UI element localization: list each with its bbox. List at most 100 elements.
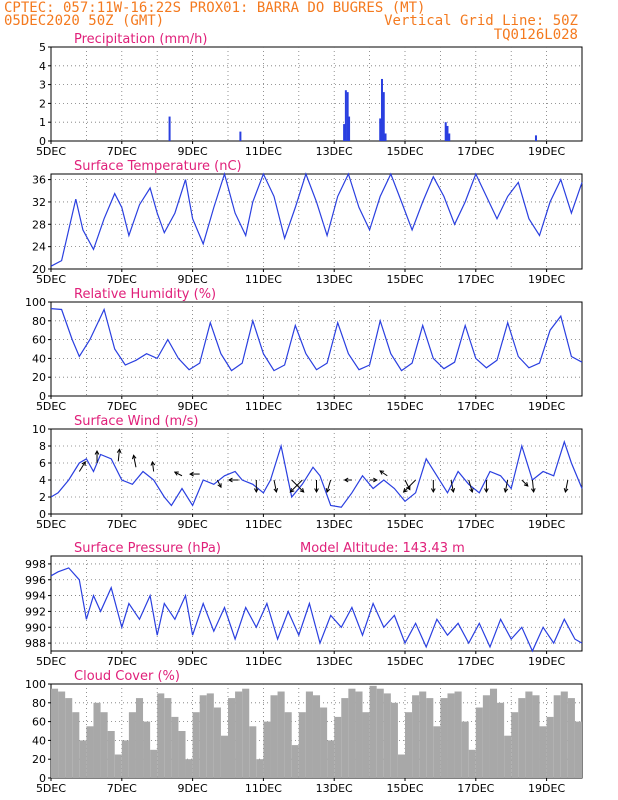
cloud-bar xyxy=(489,688,498,778)
cloud-bar xyxy=(263,721,271,778)
panel-title: Precipitation (mm/h) xyxy=(74,32,207,47)
y-tick-label: 80 xyxy=(32,697,46,710)
wind-vector xyxy=(530,479,536,494)
x-tick-label: 5DEC xyxy=(36,782,66,795)
panel-3: 0 20 40 60 80 100 5DEC 7DEC 9DEC 11DEC 13DEC 15DEC 1… xyxy=(25,287,583,413)
cloud-bar xyxy=(86,726,94,778)
cloud-bar xyxy=(171,716,179,778)
x-tick-label: 17DEC xyxy=(457,273,494,286)
cloud-bar xyxy=(482,695,490,778)
cloud-bar xyxy=(553,695,561,778)
y-tick-label: 0 xyxy=(39,390,46,403)
precip-bar xyxy=(534,135,537,141)
cloud-bar xyxy=(157,693,165,778)
x-tick-label: 7DEC xyxy=(107,273,137,286)
precip-bar xyxy=(239,131,242,141)
wind-vector xyxy=(94,449,100,463)
x-tick-label: 13DEC xyxy=(316,145,353,158)
y-tick-label: 994 xyxy=(25,590,46,603)
y-tick-label: 2 xyxy=(39,491,46,504)
precip-bar xyxy=(344,90,347,141)
cloud-bar xyxy=(121,740,129,778)
y-tick-label: 2 xyxy=(39,97,46,110)
y-tick-label: 24 xyxy=(32,241,46,254)
x-tick-label: 13DEC xyxy=(316,518,353,531)
y-tick-label: 992 xyxy=(25,605,46,618)
cloud-bar xyxy=(433,726,441,778)
wind-vector xyxy=(173,471,183,477)
cloud-bar xyxy=(270,695,278,778)
cloud-bar xyxy=(383,693,391,778)
y-tick-label: 0 xyxy=(39,772,46,785)
header-model-code: TQ0126L028 xyxy=(494,27,578,43)
wind-vector xyxy=(253,480,259,494)
cloud-bar xyxy=(454,691,462,778)
panel-frame xyxy=(50,173,583,270)
x-tick-label: 19DEC xyxy=(528,400,565,413)
panel-title: Cloud Cover (%) xyxy=(74,669,180,684)
cloud-bar xyxy=(65,698,73,778)
y-tick-label: 28 xyxy=(32,218,46,231)
cloud-bar xyxy=(305,691,313,778)
cloud-bar xyxy=(228,698,236,778)
x-tick-label: 15DEC xyxy=(386,655,423,668)
wind-vector xyxy=(369,477,378,483)
x-tick-label: 15DEC xyxy=(386,145,423,158)
x-tick-label: 7DEC xyxy=(107,400,137,413)
x-tick-label: 13DEC xyxy=(316,655,353,668)
x-tick-label: 9DEC xyxy=(178,518,208,531)
cloud-bar xyxy=(511,712,519,778)
cloud-bar xyxy=(298,712,306,778)
cloud-bar xyxy=(440,698,448,778)
precip-bar xyxy=(380,78,383,141)
cloud-bar xyxy=(497,702,505,778)
series-line xyxy=(50,567,583,653)
cloud-bar xyxy=(419,691,427,778)
x-tick-label: 7DEC xyxy=(107,782,137,795)
wind-vector xyxy=(78,461,86,472)
cloud-bar xyxy=(426,698,434,778)
wind-vector xyxy=(343,477,352,483)
x-tick-label: 11DEC xyxy=(245,145,282,158)
y-tick-label: 996 xyxy=(25,574,46,587)
cloud-bar xyxy=(390,702,398,778)
y-tick-label: 32 xyxy=(32,196,46,209)
y-tick-label: 0 xyxy=(39,135,46,148)
panel-title: Surface Pressure (hPa) xyxy=(74,541,221,556)
precip-bar xyxy=(343,124,346,141)
y-tick-label: 80 xyxy=(32,315,46,328)
cloud-bar xyxy=(532,695,540,778)
wind-vector xyxy=(291,479,305,493)
y-tick-label: 3 xyxy=(39,79,46,92)
cloud-bar xyxy=(348,688,356,778)
precip-bar xyxy=(382,92,385,141)
x-tick-label: 19DEC xyxy=(528,145,565,158)
panels: 0 1 2 3 4 5 5DEC 7DEC 9DEC 11DEC 13DEC 15DEC 17DEC 19… xyxy=(25,32,583,795)
cloud-bar xyxy=(334,716,342,778)
x-tick-label: 11DEC xyxy=(245,273,282,286)
y-tick-label: 998 xyxy=(25,558,46,571)
cloud-bar xyxy=(72,712,80,778)
x-tick-label: 19DEC xyxy=(528,782,565,795)
wind-vector xyxy=(116,448,122,462)
x-tick-label: 7DEC xyxy=(107,518,137,531)
x-tick-label: 5DEC xyxy=(36,518,66,531)
wind-vector xyxy=(189,471,200,477)
precip-bar xyxy=(348,116,351,141)
cloud-bar xyxy=(320,707,328,778)
y-tick-label: 100 xyxy=(25,678,46,691)
cloud-bar xyxy=(192,712,200,778)
wind-vector xyxy=(150,460,156,472)
panel-frame xyxy=(50,428,583,515)
precip-bar xyxy=(379,118,382,141)
x-tick-label: 17DEC xyxy=(457,518,494,531)
cloud-bar xyxy=(51,688,59,778)
x-tick-label: 7DEC xyxy=(107,655,137,668)
cloud-bar xyxy=(164,698,172,778)
x-tick-label: 17DEC xyxy=(457,400,494,413)
x-tick-label: 5DEC xyxy=(36,400,66,413)
cloud-bar xyxy=(567,698,575,778)
cloud-bar xyxy=(412,695,420,778)
cloud-bar xyxy=(128,712,136,778)
